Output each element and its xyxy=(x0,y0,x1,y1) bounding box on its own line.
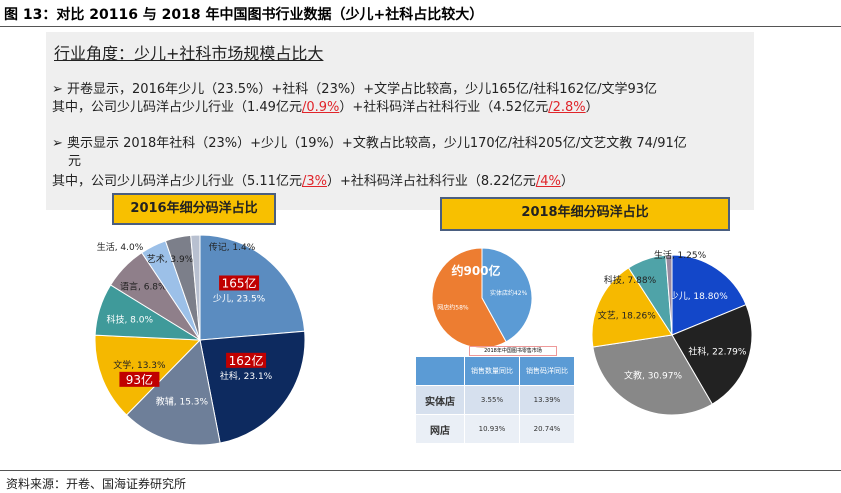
table-cell: 3.55% xyxy=(464,385,520,415)
pie-2018-label: 文艺, 18.26% xyxy=(598,310,656,322)
pie-2018-label: 科技, 7.88% xyxy=(604,274,657,286)
table-cell: 20.74% xyxy=(519,414,575,444)
highlight: /2.8% xyxy=(548,100,586,115)
pie-2016-callout: 162亿 xyxy=(226,352,267,368)
bullet-2018: ➢ 奥示显示 2018年社科（23%）+少儿（19%）+文教占比较高，少儿170… xyxy=(52,136,687,151)
table-cell: 10.93% xyxy=(464,414,520,444)
bullet-2018-cont: 元 xyxy=(68,154,82,169)
highlight: /0.9% xyxy=(301,100,340,115)
table-cell: 13.39% xyxy=(519,385,575,415)
highlight: /4% xyxy=(535,174,561,189)
pie-2016-slice xyxy=(125,338,221,446)
pie-2016-label: 语言, 6.8% xyxy=(120,280,167,292)
pie-2018-slice xyxy=(592,334,713,416)
pie-2016-label: 传记, 1.4% xyxy=(209,241,256,253)
pie-2016-label: 社科, 23.1% xyxy=(220,370,273,382)
table-cell: 销售数量同比 xyxy=(464,356,520,386)
table-row: 销售数量同比 销售码洋同比 xyxy=(415,356,575,386)
pie-2018-label: 生活, 1.25% xyxy=(654,249,707,261)
pie-2016-slice xyxy=(190,234,201,341)
pie-2018-slice xyxy=(671,304,753,405)
svg-text:162亿: 162亿 xyxy=(229,353,264,368)
line-2016-detail: 其中，公司少儿码洋占少儿行业（1.49亿元/0.9%）+社科码洋占社科行业（4.… xyxy=(52,96,599,115)
divider xyxy=(0,470,841,471)
pie-2016-label: 生活, 4.0% xyxy=(97,241,144,253)
pie-2016-label: 少儿, 23.5% xyxy=(213,293,266,304)
pie-2016-callout: 93亿 xyxy=(119,371,160,387)
figure-title: 图 13：对比 20116 与 2018 年中国图书行业数据（少儿+社科占比较大… xyxy=(4,7,484,23)
source-note: 资料来源：开卷、国海证券研究所 xyxy=(6,477,187,491)
svg-text:93亿: 93亿 xyxy=(126,372,153,387)
table-cell: 网店 xyxy=(415,414,465,444)
table: 销售数量同比 销售码洋同比 实体店 3.55% 13.39% 网店 10.93% 20.74% xyxy=(415,356,575,444)
pie-2018-label: 文教, 30.97% xyxy=(624,370,682,382)
table-caption: 2018年中国图书零售市场 xyxy=(469,346,557,356)
divider xyxy=(0,26,841,27)
table-cell: 销售码洋同比 xyxy=(519,356,575,386)
pie-2018-label: 少儿, 18.80% xyxy=(670,291,728,302)
pie-2016-label: 艺术, 3.9% xyxy=(147,253,194,265)
pie-2018-slice xyxy=(591,267,673,348)
table-cell xyxy=(415,356,465,386)
text: ）+社科码洋占社科行业（4.52亿元 xyxy=(339,100,549,115)
svg-text:165亿: 165亿 xyxy=(222,275,257,290)
pie-2018-slice xyxy=(671,254,747,336)
text: ） xyxy=(560,174,574,189)
pie-2016-label: 科技, 8.0% xyxy=(106,313,153,325)
pie-2018-label: 社科, 22.79% xyxy=(688,345,746,357)
text: ）+社科码洋占社科行业（8.22亿元 xyxy=(326,174,536,189)
chart-title-2016: 2016年细分码洋占比 xyxy=(112,193,276,225)
text: 其中，公司少儿码洋占少儿行业（5.11亿元 xyxy=(52,174,302,189)
pie-market-label: 网店约58% xyxy=(437,303,469,311)
pie-2016-label: 教辅, 15.3% xyxy=(156,395,209,407)
pie-market-label: 实体店约42% xyxy=(490,289,528,297)
highlight: /3% xyxy=(301,174,327,189)
summary-panel: 行业角度：少儿+社科市场规模占比大 ➢ 开卷显示，2016年少儿（23.5%）+… xyxy=(46,32,754,210)
table-cell: 实体店 xyxy=(415,385,465,415)
pie-2016-callout: 165亿 xyxy=(219,275,260,291)
pie-market-total: 约900亿 xyxy=(451,263,500,278)
line-2018-detail: 其中，公司少儿码洋占少儿行业（5.11亿元/3%）+社科码洋占社科行业（8.22… xyxy=(52,170,574,189)
chart-title-2018: 2018年细分码洋占比 xyxy=(440,197,730,231)
pie-market-slice xyxy=(431,247,507,349)
sales-table: 2018年中国图书零售市场 销售数量同比 销售码洋同比 实体店 3.55% 13.39%… xyxy=(415,346,575,444)
text: 其中，公司少儿码洋占少儿行业（1.49亿元 xyxy=(52,100,302,115)
pie-market-slice xyxy=(481,247,533,343)
pie-2016-label: 文学, 13.3% xyxy=(113,359,166,371)
bullet-2016: ➢ 开卷显示，2016年少儿（23.5%）+社科（23%）+文学占比较高，少儿1… xyxy=(52,82,658,97)
table-row: 实体店 3.55% 13.39% xyxy=(415,385,575,415)
panel-heading: 行业角度：少儿+社科市场规模占比大 xyxy=(54,44,324,63)
text: ） xyxy=(585,100,599,115)
pie-2018-slice xyxy=(665,254,673,336)
table-row: 网店 10.93% 20.74% xyxy=(415,414,575,444)
